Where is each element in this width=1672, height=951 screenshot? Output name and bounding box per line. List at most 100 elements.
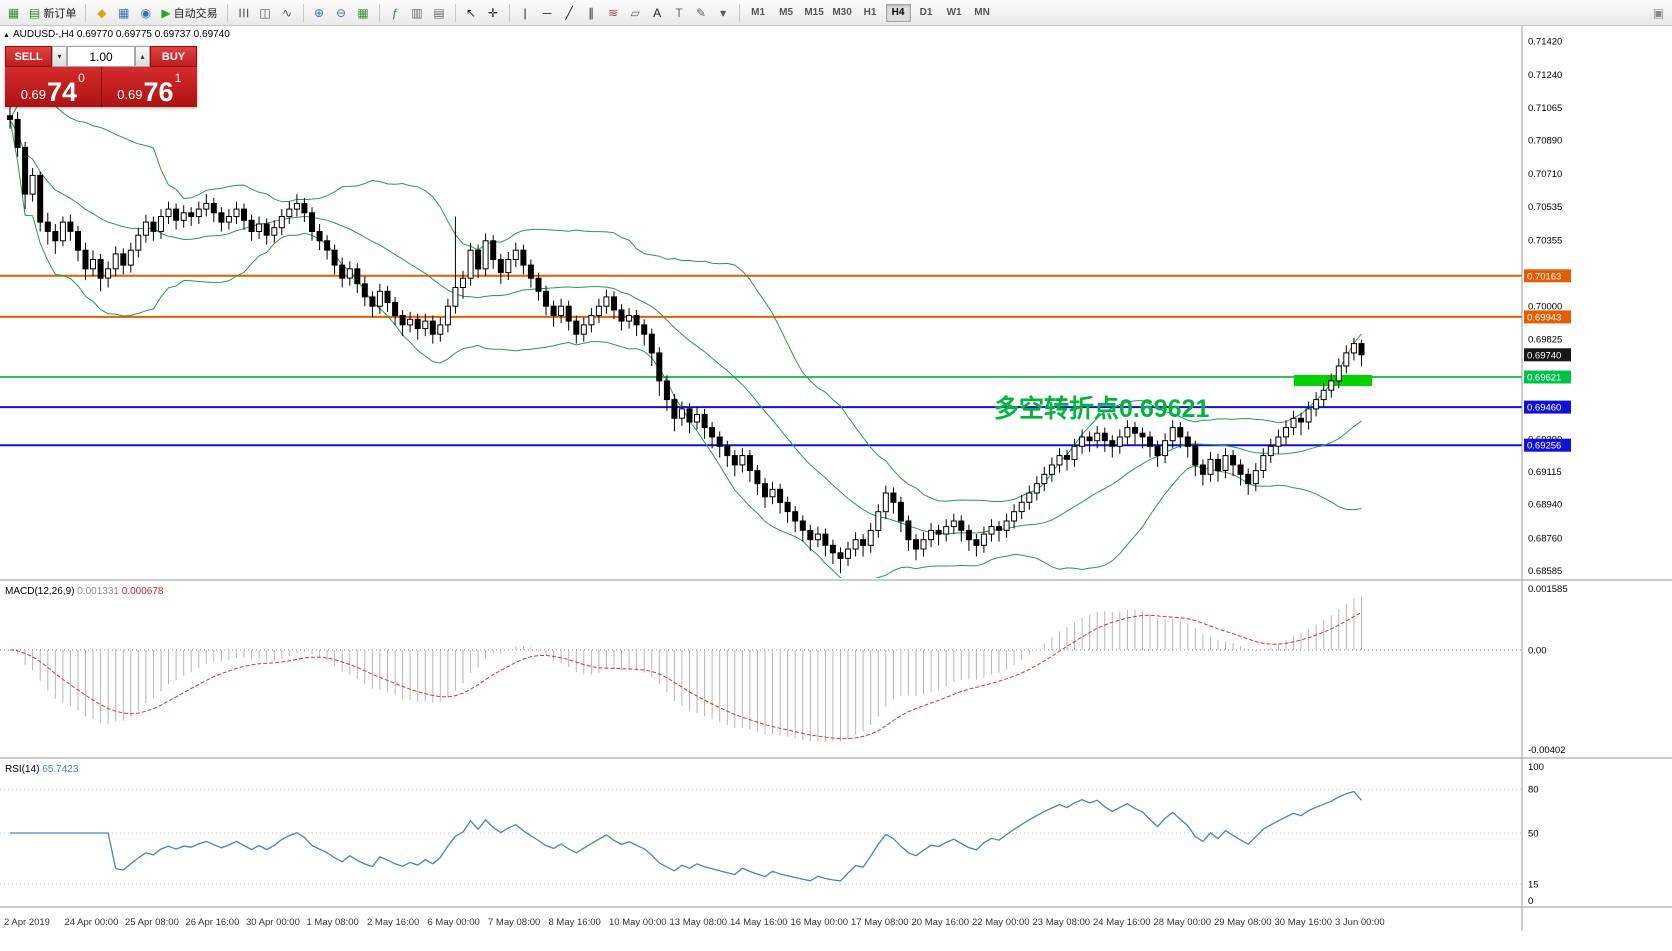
period-list-icon: ▥ [411, 5, 423, 20]
shapes-icon[interactable]: ▱ [625, 3, 646, 23]
chart-area[interactable]: 多空转折点0.69621 ▲ AUDUSD-,H4 0.69770 0.69775 … [0, 26, 1672, 951]
time-label: 16 May 00:00 [791, 917, 849, 928]
market-watch-icon[interactable]: ◆ [91, 3, 112, 23]
price-badge: 0.69740 [1524, 348, 1571, 362]
buy-price-display[interactable]: 0.69 76 1 [101, 67, 197, 107]
timeframe-h4-button[interactable]: H4 [885, 3, 911, 22]
text-icon[interactable]: A [647, 3, 668, 23]
toolbar-separator [226, 3, 228, 22]
annotation-text[interactable]: 多空转折点0.69621 [994, 394, 1209, 423]
period-list-icon[interactable]: ▥ [407, 3, 428, 23]
toolbar-separator [738, 3, 740, 22]
indicators-list-icon: ƒ [391, 5, 399, 20]
price-badge: 0.69943 [1524, 310, 1571, 324]
price-tick-label: 0.71065 [1528, 103, 1562, 114]
vertical-line-icon[interactable]: | [515, 3, 536, 23]
candlestick-chart-icon[interactable]: ◫ [255, 3, 276, 23]
time-label: 1 May 08:00 [307, 917, 359, 928]
price-tick-label: 0.71240 [1528, 70, 1562, 81]
price-tick-label: 0.70000 [1528, 302, 1562, 313]
auto-trading-button[interactable]: ▶ 自动交易 [157, 3, 221, 23]
rsi-axis-label: 80 [1528, 785, 1539, 796]
horizontal-line-icon[interactable]: ─ [537, 3, 558, 23]
toolbar-options-icon[interactable]: ▣ [1648, 3, 1669, 23]
chart-canvas[interactable]: 多空转折点0.69621 ▲ AUDUSD-,H4 0.69770 0.69775 … [0, 26, 1672, 951]
price-tick-label: 0.69825 [1528, 334, 1562, 345]
timeframe-mn-button[interactable]: MN [974, 7, 990, 18]
fibonacci-icon[interactable]: ≋ [603, 3, 624, 23]
zoom-in-icon[interactable]: ⊕ [309, 3, 330, 23]
crosshair-icon[interactable]: ✛ [483, 3, 504, 23]
timeframe-m15-button[interactable]: M15 [804, 7, 824, 18]
time-label: 24 Apr 00:00 [65, 917, 119, 928]
timeframe-d1-button[interactable]: D1 [919, 7, 933, 18]
toolbar: ▦ ▤ 新订单 ◆ ▦ ◉ ▶ 自动交易 ☰ ◫ ∿ ⊕ ⊖ ▦ ƒ ▥ ▤ ↖ ✛ | ─ ╱ ∥ ≋ ▱ A T ✎ ▾ M1 M5 M1… [0, 0, 1672, 26]
svg-text:0.69256: 0.69256 [1527, 441, 1561, 452]
buy-price-sup: 1 [174, 71, 182, 85]
timeframe-m30-button[interactable]: M30 [832, 7, 852, 18]
macd-histogram [17, 596, 1362, 742]
rsi-axis-label: 15 [1528, 880, 1539, 891]
channel-icon[interactable]: ∥ [581, 3, 602, 23]
svg-text:0.69943: 0.69943 [1527, 312, 1561, 323]
terminal-icon: ◉ [140, 5, 152, 20]
text-label-icon: T [675, 5, 683, 20]
price-badge: 0.69460 [1524, 400, 1571, 414]
line-chart-icon[interactable]: ∿ [277, 3, 298, 23]
new-order-button-label: 新订单 [43, 7, 77, 20]
text-label-icon[interactable]: T [669, 3, 690, 23]
cursor-icon: ↖ [466, 5, 477, 20]
bollinger-bands [9, 91, 1362, 578]
time-label: 3 Jun 00:00 [1335, 917, 1385, 928]
zoom-in-icon: ⊕ [314, 5, 325, 20]
timeframe-w1-button[interactable]: W1 [946, 7, 962, 18]
sell-price-big: 74 [47, 76, 78, 107]
templates-icon[interactable]: ▤ [429, 3, 450, 23]
terminal-icon[interactable]: ◉ [135, 3, 156, 23]
timeframe-h1-button[interactable]: H1 [863, 7, 877, 18]
sell-price-display[interactable]: 0.69 74 0 [5, 67, 102, 107]
data-window-icon: ▦ [118, 5, 130, 20]
tile-windows-icon[interactable]: ▦ [353, 3, 374, 23]
svg-text:0.69460: 0.69460 [1527, 403, 1561, 414]
zoom-out-icon[interactable]: ⊖ [331, 3, 352, 23]
toolbar-options-icon: ▣ [1652, 5, 1665, 20]
time-label: 2 Apr 2019 [4, 917, 50, 928]
buy-price-big: 76 [143, 76, 174, 107]
volume-increase-button[interactable]: ▴ [135, 46, 150, 67]
data-window-icon[interactable]: ▦ [113, 3, 134, 23]
macd-axis-label: 0.00 [1528, 645, 1547, 656]
tools-dropdown-icon[interactable]: ▾ [713, 3, 734, 23]
indicators-list-icon[interactable]: ƒ [385, 3, 406, 23]
arrows-icon[interactable]: ✎ [691, 3, 712, 23]
volume-input[interactable] [67, 46, 135, 67]
toolbar-separator [302, 3, 304, 22]
time-label: 17 May 08:00 [851, 917, 909, 928]
svg-text:0.69740: 0.69740 [1527, 350, 1561, 361]
sell-button[interactable]: SELL [5, 46, 52, 67]
price-badge: 0.69621 [1524, 370, 1571, 384]
trendline-icon[interactable]: ╱ [559, 3, 580, 23]
price-tick-label: 0.71420 [1528, 36, 1562, 47]
buy-button[interactable]: BUY [150, 46, 197, 67]
tools-dropdown-icon: ▾ [720, 5, 727, 20]
chevron-down-icon: ▾ [57, 52, 62, 61]
symbol-marker-icon: ▲ [3, 32, 10, 39]
time-label: 23 May 08:00 [1033, 917, 1091, 928]
time-label: 30 May 16:00 [1275, 917, 1333, 928]
time-label: 7 May 08:00 [488, 917, 540, 928]
shapes-icon: ▱ [630, 5, 640, 20]
fibonacci-icon: ≋ [608, 5, 619, 20]
rsi-axis-label: 0 [1528, 896, 1533, 907]
channel-icon: ∥ [588, 5, 595, 20]
price-tick-label: 0.70535 [1528, 202, 1562, 213]
new-order-button[interactable]: ▤ 新订单 [25, 3, 80, 23]
volume-decrease-button[interactable]: ▾ [52, 46, 67, 67]
bar-chart-icon[interactable]: ☰ [233, 3, 254, 23]
new-chart-icon[interactable]: ▦ [3, 3, 24, 23]
timeframe-m1-button[interactable]: M1 [751, 7, 766, 18]
cursor-icon[interactable]: ↖ [461, 3, 482, 23]
time-label: 22 May 00:00 [972, 917, 1030, 928]
timeframe-m5-button[interactable]: M5 [779, 7, 794, 18]
